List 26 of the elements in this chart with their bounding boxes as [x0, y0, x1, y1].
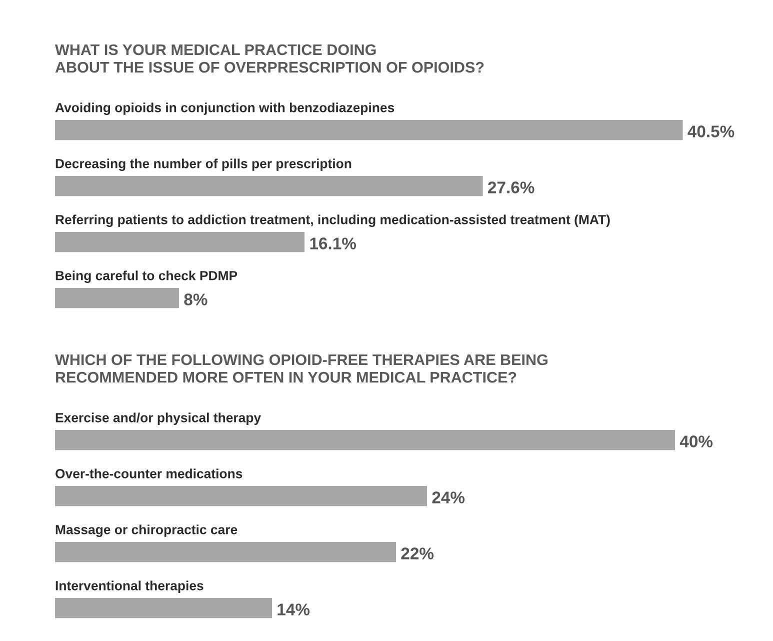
data-label: 40%	[680, 436, 713, 448]
bar	[55, 598, 272, 618]
chart-title: WHAT IS YOUR MEDICAL PRACTICE DOING ABOUT THE ISSUE OF OVERPRESCRIPTION OF OPIOIDS?	[55, 44, 484, 73]
bar	[55, 430, 675, 450]
data-label: 27.6%	[488, 182, 534, 194]
data-label: 40.5%	[688, 126, 734, 138]
y-tick-label: Referring patients to addiction treatment, including medication-assisted treatment (MAT)	[56, 214, 610, 227]
y-tick-label: Over-the-counter medications	[56, 468, 242, 478]
y-tick-label: Avoiding opioids in conjunction with benzodiazepines	[55, 102, 394, 115]
y-tick-label: Decreasing the number of pills per prescription	[56, 158, 352, 171]
data-label: 14%	[278, 604, 310, 616]
y-tick-label: Being careful to check PDMP	[56, 270, 238, 283]
data-label: 24%	[432, 492, 465, 504]
chart-title: WHICH OF THE FOLLOWING OPIOID-FREE THERAPIES ARE BEING RECOMMENDED MORE OFTEN IN YOUR MEDICAL PRACTICE?	[55, 354, 548, 383]
y-tick-label: Exercise and/or physical therapy	[56, 412, 261, 425]
bar	[55, 176, 483, 196]
bar	[55, 120, 683, 140]
data-label: 22%	[401, 548, 434, 560]
y-tick-label: Massage or chiropractic care	[56, 524, 238, 537]
bar	[55, 232, 305, 252]
data-label: 8%	[184, 294, 208, 306]
y-tick-label: Interventional therapies	[56, 580, 204, 593]
bar	[55, 486, 427, 506]
data-label: 16.1%	[310, 238, 356, 250]
bar	[55, 542, 396, 562]
bar	[55, 288, 179, 308]
